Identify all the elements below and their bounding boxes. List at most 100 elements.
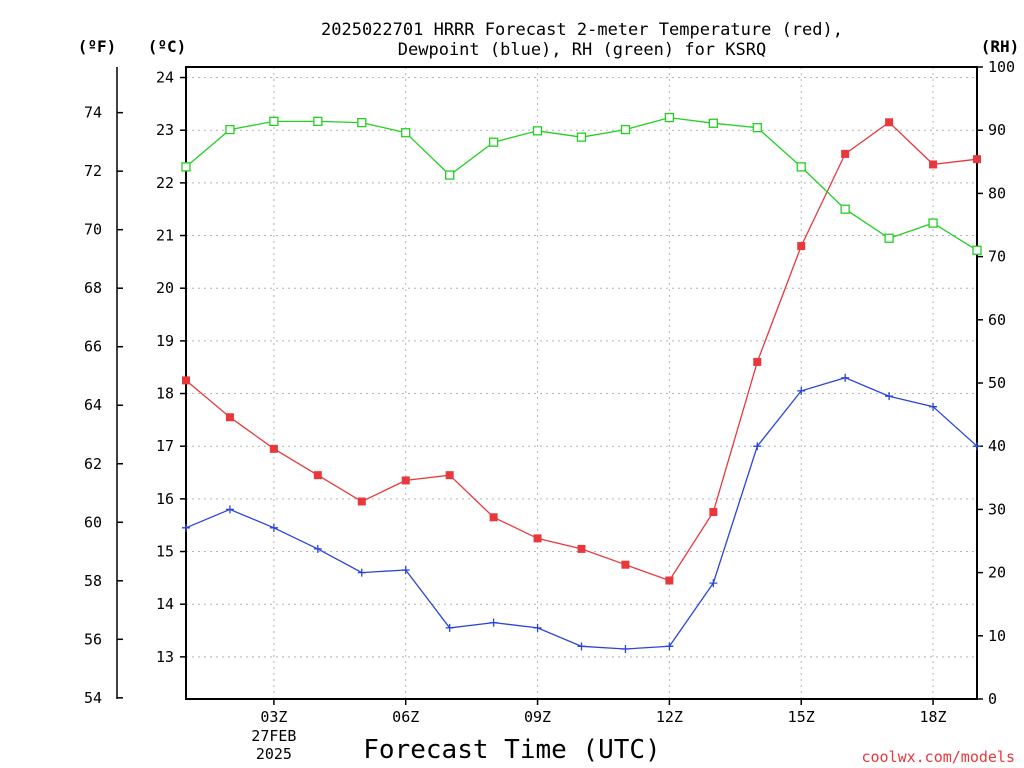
fahrenheit-tick-label: 64	[84, 396, 102, 414]
fahrenheit-tick-label: 66	[84, 338, 102, 356]
x-tick-label: 15Z	[788, 708, 815, 726]
dewpoint-point	[313, 544, 322, 553]
temperature-point	[621, 560, 630, 569]
temperature-point	[357, 497, 366, 506]
rh-point	[664, 112, 675, 123]
dewpoint-point	[841, 373, 850, 382]
temperature-point	[182, 376, 190, 385]
temperature-point	[753, 357, 762, 366]
temperature-line	[185, 121, 978, 582]
x-tick-label: 06Z	[392, 708, 419, 726]
rh-point	[225, 124, 235, 135]
rh-point	[884, 233, 894, 243]
celsius-tick-label: 20	[156, 279, 174, 297]
unit-label-fahrenheit: (ºF)	[78, 37, 117, 56]
celsius-tick-label: 19	[156, 332, 174, 350]
temperature-point	[797, 242, 806, 251]
x-tick-label: 12Z	[656, 708, 683, 726]
rh-point	[313, 116, 323, 127]
dewpoint-point	[973, 442, 981, 451]
fahrenheit-tick-label: 68	[84, 279, 102, 297]
rh-tick-label: 80	[988, 184, 1006, 202]
rh-point	[445, 170, 455, 180]
rh-point	[620, 124, 631, 135]
rh-point	[181, 162, 191, 172]
chart-title-line-2: Dewpoint (blue), RH (green) for KSRQ	[398, 40, 766, 60]
rh-tick-label: 100	[988, 58, 1015, 76]
rh-point	[840, 204, 850, 214]
temperature-point	[269, 444, 278, 453]
fahrenheit-tick-label: 58	[84, 572, 102, 590]
celsius-tick-label: 15	[156, 543, 174, 561]
rh-tick-label: 60	[988, 311, 1006, 329]
fahrenheit-tick-label: 70	[84, 221, 102, 239]
series-lines	[181, 112, 982, 653]
axis-ticks: 13 14 15 16 17 18 19 20 21 22 23 24 54 56 58 60 62 64 66 68…	[84, 58, 1015, 763]
temperature-point	[489, 513, 498, 522]
rh-point	[357, 117, 367, 128]
rh-point	[796, 162, 806, 172]
temperature-point	[533, 534, 542, 543]
rh-point	[752, 123, 762, 133]
dewpoint-point	[929, 402, 938, 411]
celsius-tick-label: 16	[156, 490, 174, 508]
temperature-point	[665, 576, 674, 585]
rh-tick-label: 70	[988, 248, 1006, 266]
temperature-point	[929, 160, 938, 169]
rh-point	[972, 245, 982, 255]
rh-point	[269, 116, 279, 127]
rh-tick-label: 10	[988, 627, 1006, 645]
rh-point	[488, 137, 499, 147]
rh-point	[708, 118, 718, 128]
celsius-tick-label: 21	[156, 227, 174, 245]
rh-tick-label: 0	[988, 690, 997, 708]
dewpoint-point	[577, 642, 586, 651]
rh-tick-label: 40	[988, 437, 1006, 455]
celsius-tick-label: 13	[156, 648, 174, 666]
dewpoint-point	[753, 442, 762, 451]
rh-tick-label: 90	[988, 121, 1006, 139]
x-tick-label: 09Z	[524, 708, 551, 726]
chart-title-line-1: 2025022701 HRRR Forecast 2-meter Tempera…	[321, 20, 843, 40]
temperature-point	[577, 544, 586, 553]
unit-label-celsius: (ºC)	[148, 37, 187, 56]
credit-text: coolwx.com/models	[861, 748, 1015, 766]
temperature-point	[841, 149, 850, 158]
celsius-tick-label: 22	[156, 174, 174, 192]
fahrenheit-tick-label: 72	[84, 162, 102, 180]
celsius-tick-label: 24	[156, 69, 174, 87]
celsius-tick-label: 18	[156, 385, 174, 403]
dewpoint-point	[489, 618, 498, 627]
rh-tick-label: 20	[988, 564, 1006, 582]
x-tick-label: 18Z	[920, 708, 947, 726]
dewpoint-point	[357, 568, 366, 577]
x-tick-sublabel: 27FEB	[251, 727, 296, 745]
dewpoint-point	[709, 579, 718, 588]
temperature-point	[885, 118, 894, 127]
rh-tick-label: 30	[988, 500, 1006, 518]
dewpoint-point	[533, 623, 542, 632]
x-tick-sublabel: 2025	[256, 745, 292, 763]
temperature-point	[709, 508, 718, 517]
fahrenheit-tick-label: 54	[84, 689, 102, 707]
x-tick-label: 03Z	[260, 708, 287, 726]
dewpoint-point	[621, 644, 630, 653]
fahrenheit-tick-label: 60	[84, 513, 102, 531]
temperature-point	[401, 476, 410, 485]
fahrenheit-tick-label: 74	[84, 104, 102, 122]
x-axis-label: Forecast Time (UTC)	[363, 735, 660, 765]
dewpoint-point	[885, 392, 894, 401]
dewpoint-point	[401, 565, 410, 574]
dewpoint-point	[225, 505, 234, 514]
dewpoint-point	[797, 386, 806, 395]
rh-point	[532, 126, 543, 136]
rh-point	[928, 218, 938, 228]
celsius-tick-label: 17	[156, 437, 174, 455]
fahrenheit-tick-label: 62	[84, 455, 102, 473]
rh-point	[576, 132, 587, 142]
unit-label-rh: (RH)	[981, 37, 1020, 56]
dewpoint-point	[182, 523, 190, 532]
celsius-tick-label: 23	[156, 121, 174, 139]
temperature-point	[225, 413, 234, 422]
